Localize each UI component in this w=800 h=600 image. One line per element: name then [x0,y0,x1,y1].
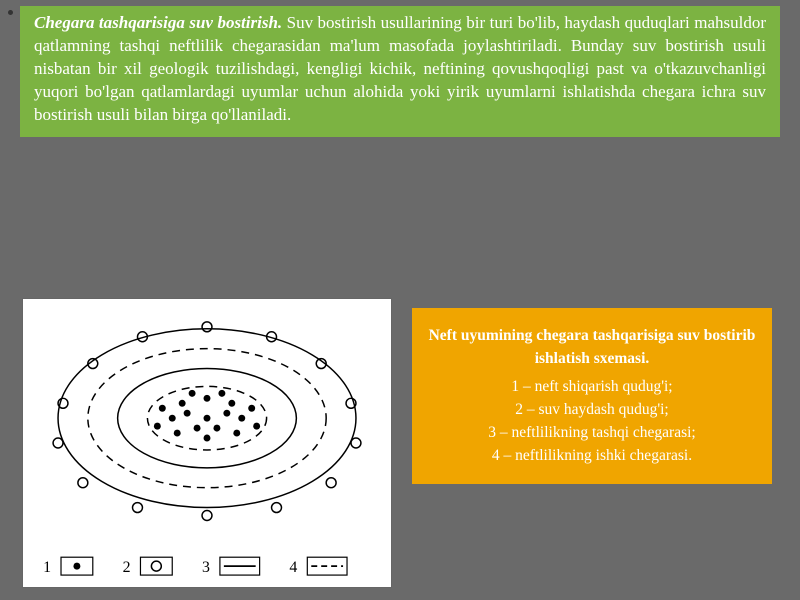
legend-title: Neft uyumining chegara tashqarisiga suv … [424,324,760,371]
legend-line-4: 4 – neftlilikning ishki chegarasi. [424,444,760,467]
diagram-key: 1 2 3 4 [43,557,347,576]
main-title: Chegara tashqarisiga suv bostirish. [34,13,282,32]
legend-line-3: 3 – neftlilikning tashqi chegarasi; [424,421,760,444]
filled-dots-group [154,390,260,442]
main-text-block: Chegara tashqarisiga suv bostirish. Suv … [20,6,780,137]
schematic-diagram: 1 2 3 4 [22,298,392,588]
diagram-svg: 1 2 3 4 [23,299,391,587]
bullet-marker [8,10,13,15]
key-3-label: 3 [202,559,210,576]
key-1-label: 1 [43,559,51,576]
legend-line-2: 2 – suv haydash qudug'i; [424,398,760,421]
legend-box: Neft uyumining chegara tashqarisiga suv … [412,308,772,484]
key-2-label: 2 [123,559,131,576]
key-4-label: 4 [289,559,297,576]
legend-line-1: 1 – neft shiqarish qudug'i; [424,375,760,398]
